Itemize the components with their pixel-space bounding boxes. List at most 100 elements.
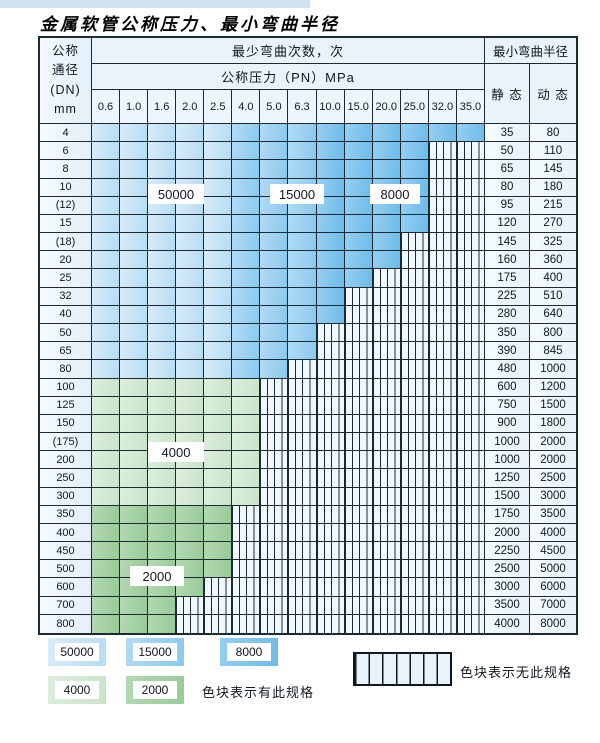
no-spec-cell <box>288 542 317 561</box>
static-value: 1500 <box>484 487 530 506</box>
no-spec-cell <box>288 433 317 452</box>
dn-cell: (175) <box>40 433 92 452</box>
no-spec-cell <box>232 523 261 543</box>
spec-cell <box>232 414 261 434</box>
spec-cell <box>400 214 429 234</box>
spec-cell <box>92 542 121 561</box>
no-spec-cell <box>400 469 429 488</box>
dynamic-value: 6000 <box>529 578 576 597</box>
spec-cell <box>148 414 177 434</box>
no-spec-cell <box>260 560 289 579</box>
legend-swatch-50000: 50000 <box>48 638 106 666</box>
no-spec-cell <box>344 614 373 633</box>
no-spec-cell <box>344 469 373 488</box>
dynamic-value: 3000 <box>529 487 576 506</box>
no-spec-cell <box>288 469 317 488</box>
dynamic-value: 2000 <box>529 433 576 452</box>
spec-cell <box>176 505 205 524</box>
spec-cell <box>372 251 401 270</box>
no-spec-cell <box>400 433 429 452</box>
no-spec-cell <box>260 396 289 415</box>
no-spec-cell <box>316 614 345 633</box>
no-spec-cell <box>428 487 457 506</box>
bend-times-header: 最少弯曲次数，次 <box>92 38 485 64</box>
spec-cell <box>232 360 261 379</box>
spec-cell <box>232 451 261 470</box>
no-spec-cell <box>372 487 401 506</box>
no-spec-cell <box>456 560 485 579</box>
spec-cell <box>176 414 205 434</box>
spec-cell <box>260 142 289 161</box>
spec-cell <box>344 142 373 161</box>
dn-column-header: 公称 通径 (DN) mm <box>40 38 92 124</box>
spec-cell <box>148 160 177 179</box>
spec-cell <box>176 469 205 488</box>
dynamic-value: 2500 <box>529 469 576 488</box>
no-spec-cell <box>428 251 457 270</box>
dynamic-value: 270 <box>529 214 576 234</box>
spec-cell <box>316 305 345 324</box>
spec-cell <box>120 269 149 288</box>
static-value: 95 <box>484 196 530 215</box>
spec-cell <box>92 505 121 524</box>
no-spec-cell <box>428 160 457 179</box>
spec-cell <box>400 142 429 161</box>
no-spec-cell <box>288 414 317 434</box>
spec-cell <box>260 342 289 361</box>
spec-cell <box>316 233 345 252</box>
spec-cell <box>176 233 205 252</box>
spec-cell <box>92 323 121 343</box>
dn-cell: 500 <box>40 560 92 579</box>
dynamic-value: 510 <box>529 287 576 306</box>
dn-cell: 6 <box>40 142 92 161</box>
spec-cell <box>204 342 233 361</box>
static-value: 1750 <box>484 505 530 524</box>
no-spec-cell <box>372 360 401 379</box>
no-spec-cell <box>400 360 429 379</box>
dynamic-value: 215 <box>529 196 576 215</box>
no-spec-cell <box>456 414 485 434</box>
spec-cell <box>260 251 289 270</box>
spec-cell <box>372 142 401 161</box>
spec-cell <box>316 251 345 270</box>
spec-cell <box>232 160 261 179</box>
legend-label: 4000 <box>55 681 99 699</box>
no-spec-cell <box>260 523 289 543</box>
pressure-col-header: 1.6 <box>148 90 177 124</box>
spec-cell <box>204 233 233 252</box>
spec-cell <box>148 614 177 633</box>
spec-cell <box>232 287 261 306</box>
legend-label: 50000 <box>55 643 99 661</box>
spec-cell <box>120 233 149 252</box>
no-spec-cell <box>260 542 289 561</box>
no-spec-cell <box>316 542 345 561</box>
spec-cell <box>120 542 149 561</box>
no-spec-cell <box>400 305 429 324</box>
no-spec-cell <box>316 360 345 379</box>
no-spec-cell <box>260 596 289 615</box>
dn-cell: 200 <box>40 451 92 470</box>
spec-cell <box>148 542 177 561</box>
no-spec-cell <box>400 596 429 615</box>
dn-cell: 50 <box>40 323 92 343</box>
spec-cell <box>316 287 345 306</box>
no-spec-cell <box>372 287 401 306</box>
no-spec-cell <box>372 323 401 343</box>
spec-table: 公称 通径 (DN) mm 最少弯曲次数，次 最小弯曲半径 公称压力（PN）MP… <box>38 36 578 635</box>
no-spec-cell <box>428 287 457 306</box>
no-spec-cell <box>400 287 429 306</box>
no-spec-cell <box>204 596 233 615</box>
no-spec-cell <box>344 433 373 452</box>
dn-cell: 15 <box>40 214 92 234</box>
spec-cell <box>204 305 233 324</box>
spec-cell <box>204 323 233 343</box>
spec-cell <box>288 124 317 143</box>
spec-cell <box>92 560 121 579</box>
spec-cell <box>204 414 233 434</box>
spec-cell <box>344 214 373 234</box>
spec-cell <box>92 578 121 597</box>
no-spec-cell <box>428 542 457 561</box>
static-column-header: 静 态 <box>484 64 530 124</box>
spec-cell <box>148 342 177 361</box>
no-spec-cell <box>400 614 429 633</box>
